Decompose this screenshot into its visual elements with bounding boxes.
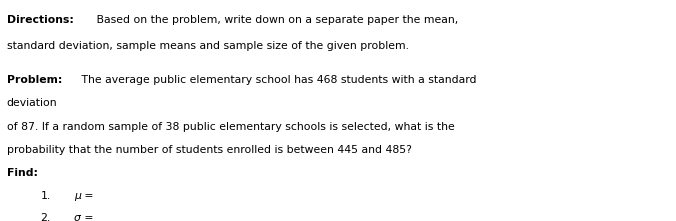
Text: Based on the problem, write down on a separate paper the mean,: Based on the problem, write down on a se…	[93, 15, 458, 25]
Text: probability that the number of students enrolled is between 445 and 485?: probability that the number of students …	[7, 145, 412, 155]
Text: μ =: μ =	[74, 191, 93, 201]
Text: Directions:: Directions:	[7, 15, 74, 25]
Text: Problem:: Problem:	[7, 75, 62, 85]
Text: Find:: Find:	[7, 168, 38, 178]
Text: of 87. If a random sample of 38 public elementary schools is selected, what is t: of 87. If a random sample of 38 public e…	[7, 122, 454, 131]
Text: The average public elementary school has 468 students with a standard: The average public elementary school has…	[78, 75, 477, 85]
Text: 1.: 1.	[41, 191, 51, 201]
Text: 2.: 2.	[41, 213, 51, 221]
Text: deviation: deviation	[7, 98, 57, 108]
Text: standard deviation, sample means and sample size of the given problem.: standard deviation, sample means and sam…	[7, 41, 409, 51]
Text: σ =: σ =	[74, 213, 93, 221]
